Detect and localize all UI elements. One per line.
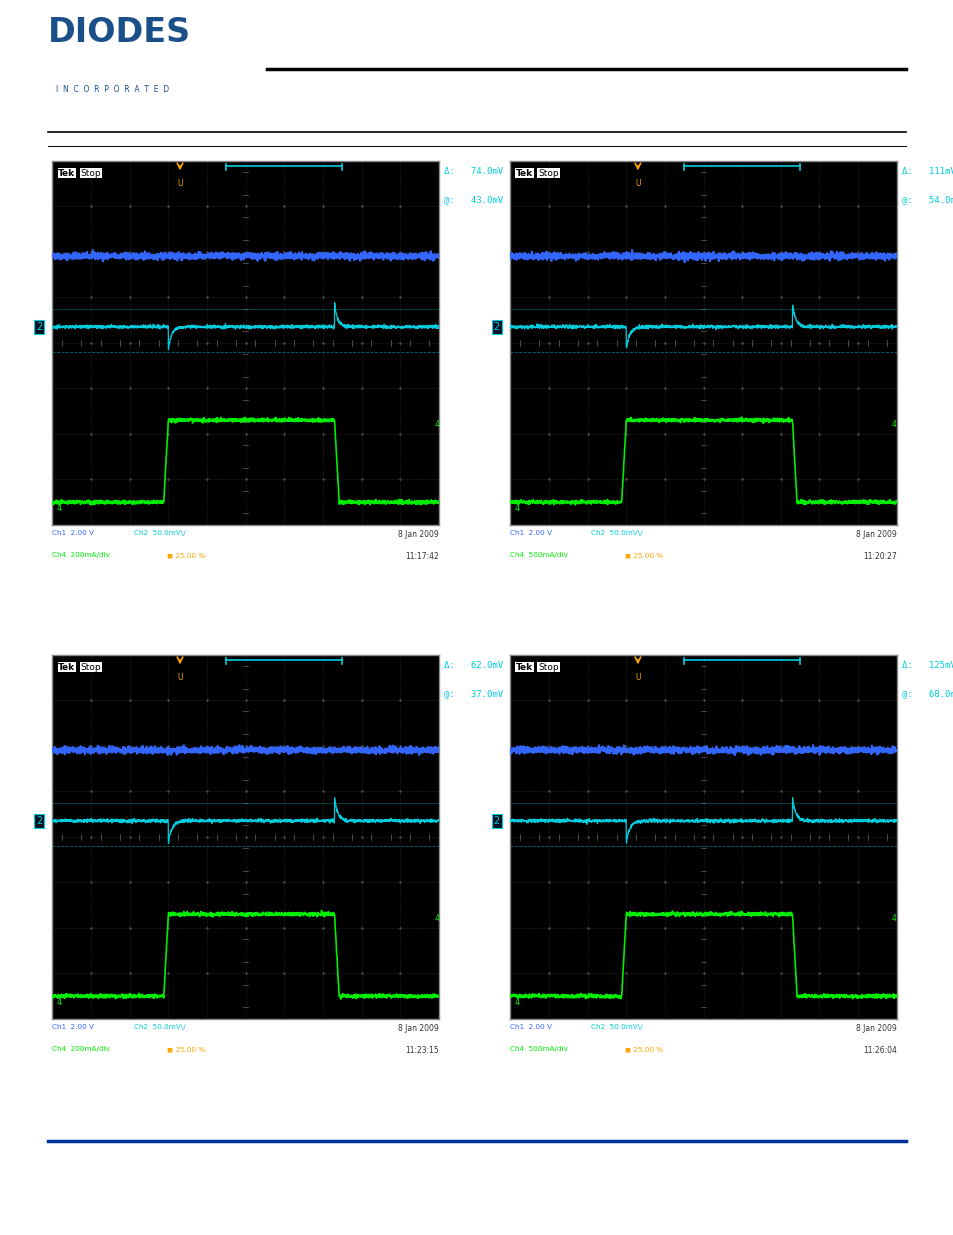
Text: 8 Jan 2009: 8 Jan 2009 [397,530,438,538]
Text: U: U [635,179,640,188]
Text: Tek: Tek [516,169,533,178]
Text: 4: 4 [514,998,519,1008]
Text: 11:26:04: 11:26:04 [862,1046,896,1055]
Text: Tek: Tek [58,663,75,672]
Text: Ch1  2.00 V: Ch1 2.00 V [510,1024,557,1030]
Text: U: U [177,179,183,188]
Text: Stop: Stop [80,169,101,178]
Text: DIODES: DIODES [48,16,191,49]
Text: 8 Jan 2009: 8 Jan 2009 [855,1024,896,1032]
Text: @:   54.0mV: @: 54.0mV [901,195,953,204]
Text: 11:17:42: 11:17:42 [405,552,438,561]
Text: @:   43.0mV: @: 43.0mV [443,195,502,204]
Text: M 200μs  A Ch4  ↓  190mA: M 200μs A Ch4 ↓ 190mA [686,530,783,536]
Text: 8 Jan 2009: 8 Jan 2009 [397,1024,438,1032]
Text: M 200μs  A Ch4  ↓  188mA: M 200μs A Ch4 ↓ 188mA [229,530,326,536]
Text: M 200μs  A Ch4  ↓  140mA: M 200μs A Ch4 ↓ 140mA [229,1024,326,1030]
Text: 2: 2 [36,816,42,826]
Text: 11:23:15: 11:23:15 [405,1046,438,1055]
Text: I  N  C  O  R  P  O  R  A  T  E  D: I N C O R P O R A T E D [56,85,169,94]
Text: Stop: Stop [537,169,558,178]
Text: Stop: Stop [80,663,101,672]
Text: Δ:   62.0mV: Δ: 62.0mV [443,661,502,669]
Text: @:   68.0mV: @: 68.0mV [901,689,953,698]
Text: 8 Jan 2009: 8 Jan 2009 [855,530,896,538]
Text: 4: 4 [891,914,896,924]
Text: 4: 4 [56,998,62,1008]
Text: ◼ 25.00 %: ◼ 25.00 % [624,552,662,558]
Text: Stop: Stop [537,663,558,672]
Text: Ch4  200mA/div: Ch4 200mA/div [52,552,111,558]
Text: Ch2  50.0mV\/: Ch2 50.0mV\/ [133,530,185,536]
Text: 4: 4 [891,420,896,430]
Text: 4: 4 [514,504,519,514]
Text: Ch4  500mA/div: Ch4 500mA/div [510,552,568,558]
Text: @:   37.0mV: @: 37.0mV [443,689,502,698]
Text: Ch4  200mA/div: Ch4 200mA/div [52,1046,111,1052]
Text: 4: 4 [434,420,438,430]
Text: M 200μs  A Ch4  ↓  140mA: M 200μs A Ch4 ↓ 140mA [686,1024,783,1030]
Text: Ch4  500mA/div: Ch4 500mA/div [510,1046,568,1052]
Text: Ch1  2.00 V: Ch1 2.00 V [52,1024,99,1030]
Text: Ch2  50.0mV\/: Ch2 50.0mV\/ [591,1024,642,1030]
Text: 2: 2 [494,322,499,332]
Text: ◼ 25.00 %: ◼ 25.00 % [167,1046,205,1052]
Text: 4: 4 [434,914,438,924]
Text: Δ:   125mV: Δ: 125mV [901,661,953,669]
Text: Ch2  50.0mV\/: Ch2 50.0mV\/ [591,530,642,536]
Text: Tek: Tek [58,169,75,178]
Text: Ch1  2.00 V: Ch1 2.00 V [52,530,99,536]
Text: 11:20:27: 11:20:27 [862,552,896,561]
Text: 4: 4 [56,504,62,514]
Text: 2: 2 [494,816,499,826]
Text: U: U [635,673,640,682]
Text: Tek: Tek [516,663,533,672]
Text: Δ:   111mV: Δ: 111mV [901,167,953,175]
Text: Ch1  2.00 V: Ch1 2.00 V [510,530,557,536]
Text: ◼ 25.00 %: ◼ 25.00 % [167,552,205,558]
Text: Δ:   74.0mV: Δ: 74.0mV [443,167,502,175]
Text: ◼ 25.00 %: ◼ 25.00 % [624,1046,662,1052]
Text: 2: 2 [36,322,42,332]
Text: U: U [177,673,183,682]
Text: Ch2  50.0mV\/: Ch2 50.0mV\/ [133,1024,185,1030]
